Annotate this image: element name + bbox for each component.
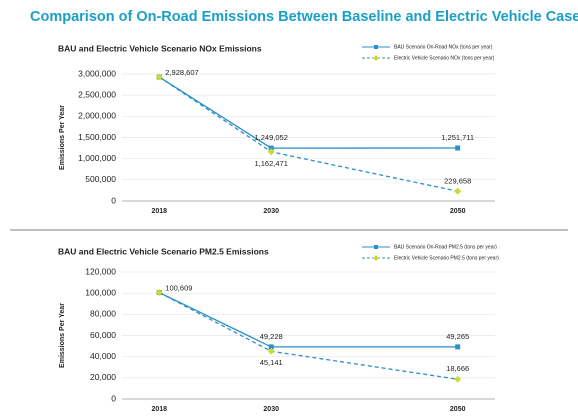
- y-tick-label: 1,500,000: [78, 132, 116, 142]
- y-tick-label: 3,000,000: [78, 68, 116, 78]
- data-label: 100,609: [165, 284, 192, 293]
- legend-marker: [374, 245, 378, 249]
- chart-title: BAU and Electric Vehicle Scenario NOx Em…: [58, 43, 262, 53]
- marker: [267, 148, 275, 156]
- marker: [455, 145, 461, 151]
- marker: [455, 344, 461, 350]
- x-tick-label: 2050: [450, 208, 466, 215]
- data-label: 2,928,607: [165, 68, 198, 77]
- page-title: Comparison of On-Road Emissions Between …: [30, 9, 578, 25]
- x-tick-label: 2030: [263, 208, 279, 215]
- data-label: 1,251,711: [441, 133, 474, 142]
- marker: [454, 187, 462, 195]
- series-line: [158, 76, 458, 192]
- legend-label: Electric Vehicle Scenario NOx (tons per …: [394, 55, 495, 61]
- series-line: [158, 291, 458, 380]
- marker: [155, 289, 163, 297]
- y-axis-label: Emissions Per Year: [59, 105, 66, 170]
- y-tick-label: 80,000: [90, 309, 116, 319]
- x-tick-label: 2018: [152, 208, 168, 215]
- y-tick-label: 2,500,000: [78, 89, 116, 99]
- data-label: 45,141: [260, 358, 283, 367]
- marker: [454, 375, 462, 383]
- y-tick-label: 40,000: [90, 351, 116, 361]
- data-label: 229,658: [444, 176, 471, 185]
- legend-label: BAU Scenario On-Road PM2.5 (tons per yea…: [394, 244, 497, 250]
- y-tick-label: 0: [111, 195, 116, 205]
- data-label: 1,249,052: [255, 133, 288, 142]
- marker: [267, 347, 275, 355]
- y-tick-label: 100,000: [85, 287, 116, 297]
- y-tick-label: 60,000: [90, 330, 116, 340]
- y-tick-label: 120,000: [85, 266, 116, 276]
- legend-marker: [374, 45, 378, 49]
- y-tick-label: 20,000: [90, 372, 116, 382]
- y-tick-label: 0: [111, 393, 116, 403]
- x-tick-label: 2050: [450, 406, 466, 413]
- marker: [155, 73, 163, 81]
- legend-label: Electric Vehicle Scenario PM2.5 (tons pe…: [394, 255, 499, 261]
- y-tick-label: 1,000,000: [78, 153, 116, 163]
- y-tick-label: 500,000: [85, 174, 116, 184]
- chart-title: BAU and Electric Vehicle Scenario PM2.5 …: [58, 246, 269, 256]
- legend-marker: [373, 55, 379, 61]
- series-line: [159, 291, 458, 348]
- y-tick-label: 2,000,000: [78, 111, 116, 121]
- y-axis-label: Emissions Per Year: [59, 303, 66, 368]
- x-tick-label: 2018: [152, 406, 168, 413]
- data-label: 49,228: [260, 332, 283, 341]
- data-label: 49,265: [446, 332, 469, 341]
- marker: [268, 344, 274, 350]
- x-tick-label: 2030: [263, 406, 279, 413]
- data-label: 1,162,471: [255, 159, 288, 168]
- legend-label: BAU Scenario On-Road NOx (tons per year): [394, 44, 493, 50]
- legend-marker: [373, 255, 379, 261]
- data-label: 18,666: [446, 364, 469, 373]
- marker: [268, 145, 274, 151]
